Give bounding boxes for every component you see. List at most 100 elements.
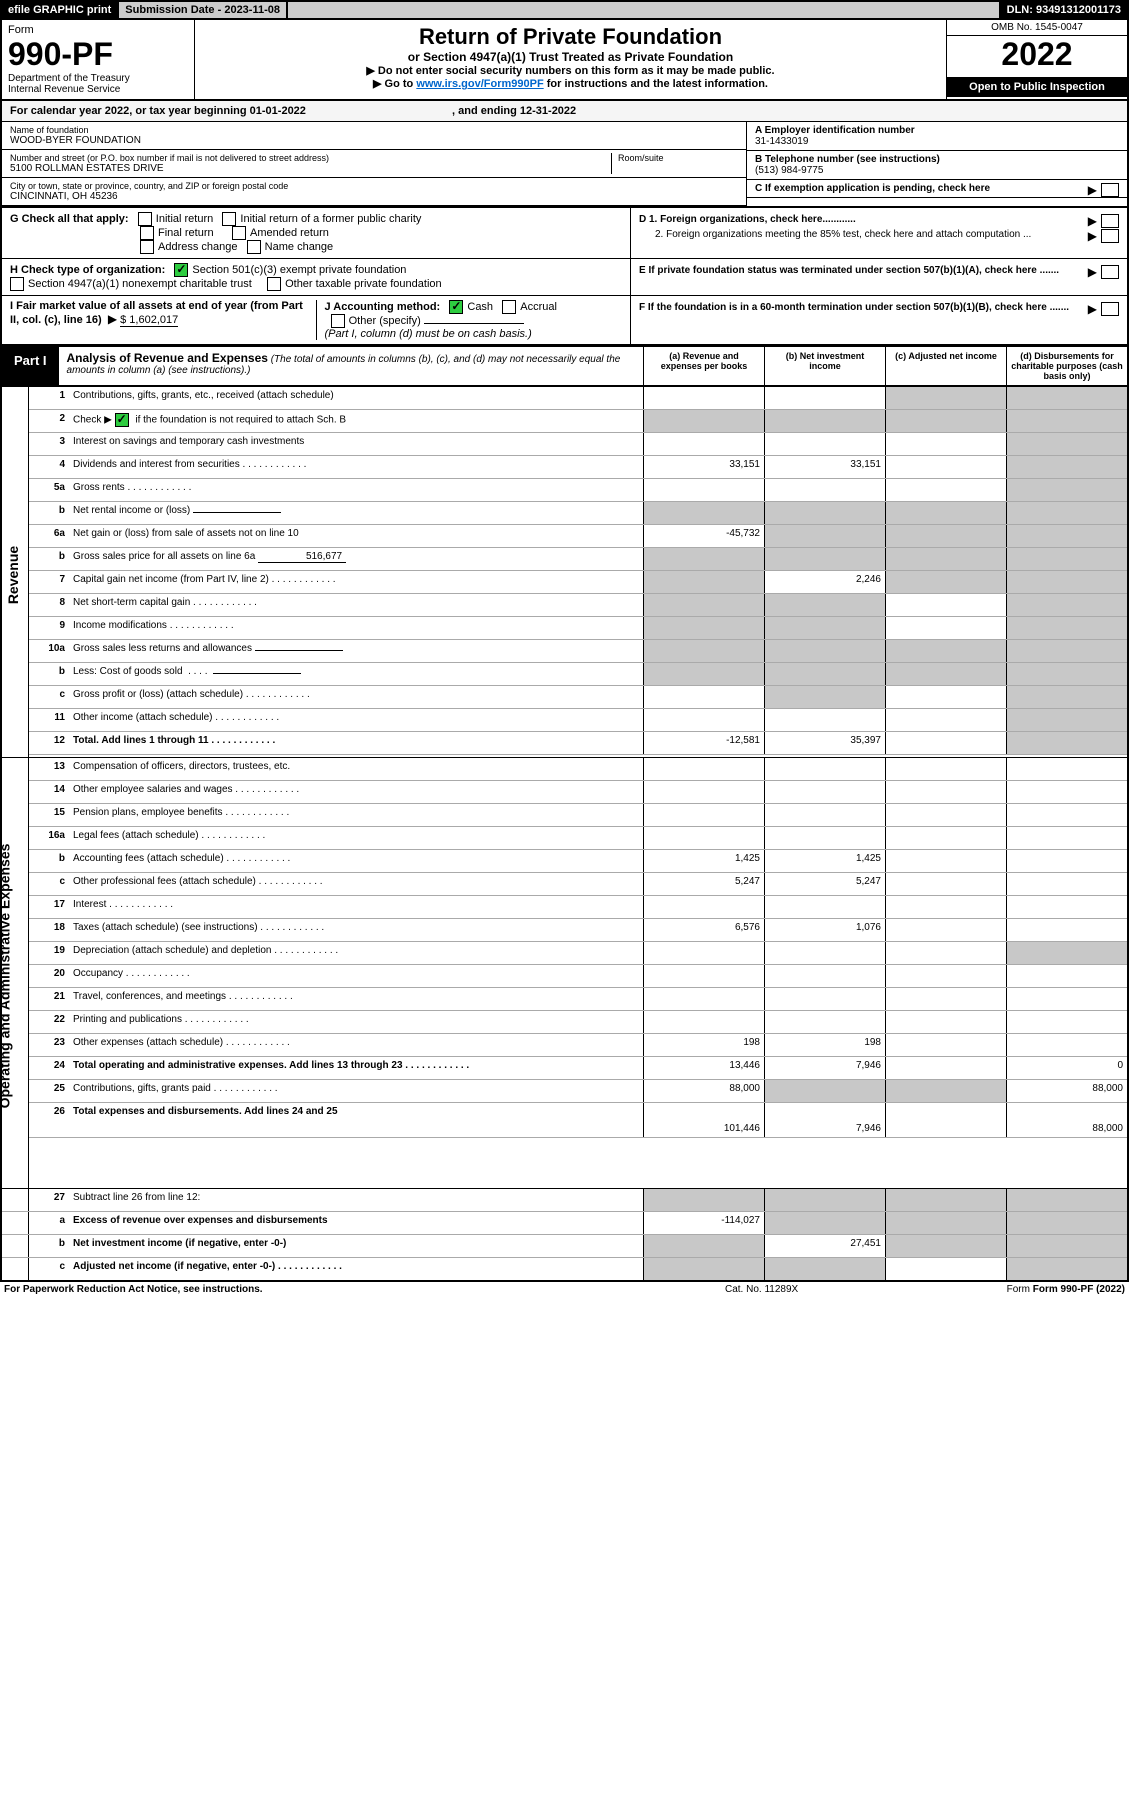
- cell-a: -114,027: [643, 1212, 764, 1234]
- cell-c: [885, 827, 1006, 849]
- cell-a: [643, 827, 764, 849]
- cell-c: [885, 502, 1006, 524]
- row-label: Dividends and interest from securities: [69, 456, 643, 478]
- cell-d: [1006, 571, 1127, 593]
- cell-d: [1006, 456, 1127, 478]
- table-row: cAdjusted net income (if negative, enter…: [2, 1258, 1127, 1280]
- r2-pre: Check ▶: [73, 415, 115, 426]
- part1-tab: Part I: [2, 347, 59, 385]
- f-line: F If the foundation is in a 60-month ter…: [639, 300, 1119, 315]
- cell-b: [764, 663, 885, 685]
- table-row: 17Interest: [29, 896, 1127, 919]
- g-label: G Check all that apply:: [10, 213, 129, 225]
- row-num: 2: [29, 410, 69, 432]
- cell-b: 2,246: [764, 571, 885, 593]
- cell-b: [764, 387, 885, 409]
- cell-b: [764, 1080, 885, 1102]
- cell-d: 88,000: [1006, 1080, 1127, 1102]
- cell-d: [1006, 640, 1127, 662]
- col-a-text: (a) Revenue and expenses per books: [661, 351, 748, 371]
- row-num: 12: [29, 732, 69, 754]
- cb-501c3[interactable]: [174, 263, 188, 277]
- cb-4947[interactable]: [10, 277, 24, 291]
- cell-b: [764, 1212, 885, 1234]
- h-other: Other taxable private foundation: [285, 278, 442, 290]
- cell-d: [1006, 942, 1127, 964]
- e-checkbox[interactable]: [1101, 265, 1119, 279]
- g-initial: Initial return: [156, 213, 213, 225]
- cell-a: [643, 1189, 764, 1211]
- cell-b: [764, 988, 885, 1010]
- h-label: H Check type of organization:: [10, 264, 165, 276]
- d1-checkbox[interactable]: [1101, 214, 1119, 228]
- cb-name[interactable]: [247, 240, 261, 254]
- instructions-link[interactable]: www.irs.gov/Form990PF: [416, 78, 543, 90]
- blank-side: [2, 1212, 29, 1234]
- cell-b: [764, 617, 885, 639]
- cell-a: [643, 571, 764, 593]
- omb-label: OMB No. 1545-0047: [947, 20, 1127, 36]
- row-label: Accounting fees (attach schedule): [69, 850, 643, 872]
- row-num: b: [29, 502, 69, 524]
- cb-initpub[interactable]: [222, 212, 236, 226]
- cell-a: [643, 548, 764, 570]
- r5b-text: Net rental income or (loss): [73, 505, 190, 516]
- cell-d: [1006, 548, 1127, 570]
- cell-b: [764, 1189, 885, 1211]
- cell-a: [643, 709, 764, 731]
- r10b-text: Less: Cost of goods sold: [73, 666, 183, 677]
- addr-cell: Number and street (or P.O. box number if…: [10, 153, 611, 174]
- cb-addr[interactable]: [140, 240, 154, 254]
- cb-final[interactable]: [140, 226, 154, 240]
- row-label: Excess of revenue over expenses and disb…: [69, 1212, 643, 1234]
- cell-d: [1006, 781, 1127, 803]
- row-label: Other expenses (attach schedule): [69, 1034, 643, 1056]
- g-final: Final return: [158, 227, 214, 239]
- row-label: Other professional fees (attach schedule…: [69, 873, 643, 895]
- cell-a: [643, 502, 764, 524]
- cb-cash[interactable]: [449, 300, 463, 314]
- dln-label: DLN:: [1007, 4, 1036, 16]
- cell-c: [885, 479, 1006, 501]
- room-label: Room/suite: [618, 153, 738, 163]
- cell-a: -12,581: [643, 732, 764, 754]
- cell-c: [885, 387, 1006, 409]
- cat-no: Cat. No. 11289X: [725, 1284, 925, 1295]
- row-num: 11: [29, 709, 69, 731]
- table-row: 6aNet gain or (loss) from sale of assets…: [29, 525, 1127, 548]
- table-row: cGross profit or (loss) (attach schedule…: [29, 686, 1127, 709]
- f-checkbox[interactable]: [1101, 302, 1119, 316]
- table-row: 26Total expenses and disbursements. Add …: [29, 1103, 1127, 1138]
- cell-d: [1006, 1212, 1127, 1234]
- col-d-hdr: (d) Disbursements for charitable purpose…: [1006, 347, 1127, 385]
- cb-other[interactable]: [331, 314, 345, 328]
- top-spacer: [288, 2, 1001, 18]
- pra-notice: For Paperwork Reduction Act Notice, see …: [4, 1284, 725, 1295]
- subdate-label: Submission Date -: [125, 4, 224, 16]
- cb-amend[interactable]: [232, 226, 246, 240]
- cell-d: [1006, 965, 1127, 987]
- cb-sch-b[interactable]: [115, 413, 129, 427]
- c-cell: C If exemption application is pending, c…: [747, 180, 1127, 198]
- cell-c: [885, 781, 1006, 803]
- cb-initial[interactable]: [138, 212, 152, 226]
- row-label: Pension plans, employee benefits: [69, 804, 643, 826]
- form-title: Return of Private Foundation: [201, 24, 940, 50]
- c-checkbox[interactable]: [1101, 183, 1119, 197]
- row-label: Adjusted net income (if negative, enter …: [69, 1258, 643, 1280]
- cell-b: [764, 1011, 885, 1033]
- cell-a: [643, 1258, 764, 1280]
- cell-c: [885, 873, 1006, 895]
- table-row: 22Printing and publications: [29, 1011, 1127, 1034]
- cb-othertax[interactable]: [267, 277, 281, 291]
- addr-row: Number and street (or P.O. box number if…: [2, 150, 746, 178]
- cell-a: 101,446: [643, 1103, 764, 1137]
- table-row: 14Other employee salaries and wages: [29, 781, 1127, 804]
- title-block: Return of Private Foundation or Section …: [195, 20, 946, 99]
- cb-accrual[interactable]: [502, 300, 516, 314]
- table-row: 3Interest on savings and temporary cash …: [29, 433, 1127, 456]
- d2-checkbox[interactable]: [1101, 229, 1119, 243]
- cell-a: 33,151: [643, 456, 764, 478]
- cell-a: [643, 640, 764, 662]
- city-label: City or town, state or province, country…: [10, 181, 738, 191]
